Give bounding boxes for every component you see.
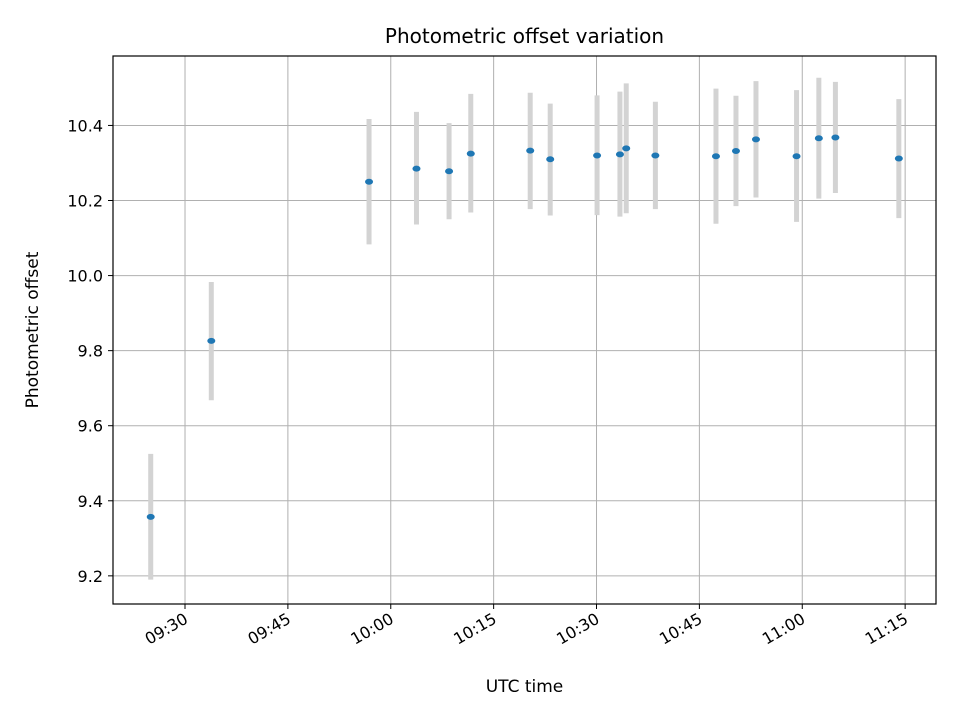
chart-title: Photometric offset variation bbox=[385, 24, 664, 48]
data-point bbox=[412, 165, 421, 172]
plot-frame bbox=[112, 55, 937, 605]
y-tick-label: 10.4 bbox=[67, 116, 103, 135]
data-point bbox=[792, 153, 801, 160]
data-point bbox=[365, 178, 374, 185]
data-point bbox=[731, 147, 740, 154]
x-axis-title: UTC time bbox=[486, 677, 564, 697]
data-point bbox=[593, 152, 602, 159]
y-axis: 9.2 9.4 9.6 9.8 10.0 10.2 10.4 bbox=[67, 116, 113, 586]
data-point bbox=[466, 150, 475, 157]
data-point bbox=[894, 155, 903, 162]
data-points bbox=[146, 134, 903, 520]
data-point bbox=[651, 152, 660, 159]
data-point bbox=[146, 513, 155, 520]
data-point bbox=[711, 153, 720, 160]
y-tick-label: 10.2 bbox=[67, 192, 103, 211]
data-point bbox=[546, 156, 555, 163]
y-tick-label: 9.4 bbox=[78, 492, 103, 511]
data-point bbox=[831, 134, 840, 141]
data-point bbox=[622, 145, 631, 152]
y-axis-title: Photometric offset bbox=[23, 251, 43, 408]
y-tick-label: 9.6 bbox=[78, 417, 103, 436]
data-point bbox=[207, 337, 216, 344]
data-point bbox=[814, 135, 823, 142]
data-point bbox=[526, 147, 535, 154]
data-point bbox=[445, 168, 454, 175]
data-point bbox=[751, 136, 760, 143]
data-point bbox=[615, 151, 624, 158]
y-tick-label: 9.8 bbox=[78, 342, 103, 361]
y-tick-label: 9.2 bbox=[78, 567, 103, 586]
y-tick-label: 10.0 bbox=[67, 267, 103, 286]
